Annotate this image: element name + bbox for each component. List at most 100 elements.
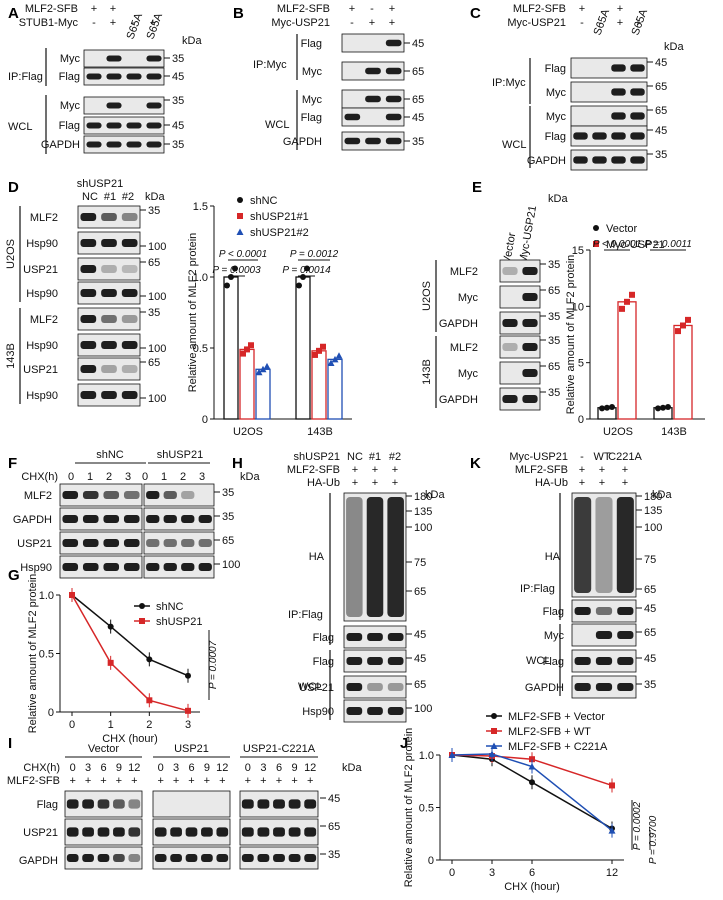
point-triangle xyxy=(490,742,498,749)
lane-label: S65A xyxy=(592,7,613,37)
band xyxy=(611,132,626,140)
lane-label: + xyxy=(110,3,116,15)
band xyxy=(611,88,626,96)
blot-E xyxy=(499,285,541,309)
blot-label: GAPDH xyxy=(525,682,564,694)
band xyxy=(257,854,270,862)
point-circle xyxy=(224,282,230,289)
mw-label: 100 xyxy=(644,522,662,534)
cell-label: U2OS xyxy=(421,281,433,311)
p-value: P < 0.0001 xyxy=(593,239,641,250)
ub-smear xyxy=(366,497,384,617)
blot-label: GAPDH xyxy=(13,514,52,526)
point-triangle xyxy=(259,365,267,373)
bar xyxy=(223,276,239,420)
mw-label: 45 xyxy=(414,629,426,641)
band xyxy=(101,239,117,247)
band xyxy=(385,67,402,75)
lane-label: - xyxy=(131,17,135,29)
blot-label: Myc xyxy=(60,100,81,112)
band xyxy=(66,799,79,809)
band xyxy=(611,156,626,164)
band xyxy=(128,827,141,837)
lane-label: + xyxy=(110,17,116,29)
lane-label: 3 xyxy=(173,762,179,774)
lane-label: + xyxy=(622,477,628,489)
band xyxy=(574,607,591,615)
band xyxy=(146,515,160,523)
blot-label: Flag xyxy=(59,71,80,83)
band xyxy=(86,122,102,129)
point-square xyxy=(629,291,635,298)
band xyxy=(97,854,110,862)
header-label: shUSP21 xyxy=(77,178,123,190)
band xyxy=(385,113,402,121)
point-triangle xyxy=(263,362,271,370)
lane-label: + xyxy=(579,3,585,15)
band xyxy=(630,112,645,120)
lane-label: + xyxy=(100,775,106,787)
lane-label: #1 xyxy=(369,451,381,463)
panel-label: I xyxy=(8,735,12,752)
band xyxy=(146,55,162,62)
band xyxy=(82,799,94,809)
lane-label: - xyxy=(598,17,602,29)
kda-label: kDa xyxy=(548,193,568,205)
point-square xyxy=(529,756,535,763)
blot-label: GAPDH xyxy=(439,394,478,406)
band xyxy=(522,343,538,351)
band xyxy=(216,854,229,862)
row-label: Myc-USP21 xyxy=(271,17,330,29)
band xyxy=(257,799,270,809)
band xyxy=(273,799,285,809)
band xyxy=(82,854,94,862)
lane-label: 12 xyxy=(128,762,140,774)
x-axis-label: CHX (hour) xyxy=(504,881,560,893)
band xyxy=(154,827,167,837)
point-square xyxy=(624,298,630,305)
y-tick-label: 0 xyxy=(578,414,584,426)
band xyxy=(304,827,317,837)
band xyxy=(522,395,538,403)
point-square xyxy=(680,322,686,329)
band xyxy=(502,395,518,403)
p-value: P = 0.0011 xyxy=(644,239,692,250)
band xyxy=(146,102,162,109)
row-label: HA-Ub xyxy=(307,477,340,489)
row-label: MLF2-SFB xyxy=(7,775,60,787)
p-value: P = 0.0003 xyxy=(212,265,261,276)
point-circle xyxy=(185,672,191,679)
band xyxy=(502,267,518,275)
y-axis-label: Relative amount of MLF2 protein xyxy=(565,255,577,415)
mw-label: 45 xyxy=(655,57,667,69)
y-tick-label: 0 xyxy=(202,414,208,426)
x-tick-label: 0 xyxy=(69,719,75,731)
band xyxy=(367,683,383,691)
band xyxy=(630,132,645,140)
mw-label: 35 xyxy=(548,387,560,399)
mw-label: 75 xyxy=(414,557,426,569)
legend-entry: shUSP21 xyxy=(156,616,202,628)
lane-label: + xyxy=(369,17,375,29)
y-tick-label: 0 xyxy=(428,855,434,867)
band xyxy=(86,73,102,80)
point-square xyxy=(312,351,318,358)
lane-label: 3 xyxy=(260,762,266,774)
blot-label: Flag xyxy=(313,632,334,644)
band xyxy=(146,73,162,80)
mw-label: 45 xyxy=(172,120,184,132)
band xyxy=(346,633,363,641)
band xyxy=(185,827,198,837)
point-triangle xyxy=(448,751,456,758)
lane-label: NC xyxy=(82,191,98,203)
kda-label: kDa xyxy=(664,41,684,53)
band xyxy=(574,683,591,691)
ub-smear xyxy=(387,497,404,617)
band xyxy=(273,854,285,862)
blot-label: Myc xyxy=(302,66,323,78)
band xyxy=(181,515,195,523)
band xyxy=(367,657,383,665)
point-triangle xyxy=(255,368,263,376)
blot-label: Flag xyxy=(301,112,322,124)
band xyxy=(154,854,167,862)
